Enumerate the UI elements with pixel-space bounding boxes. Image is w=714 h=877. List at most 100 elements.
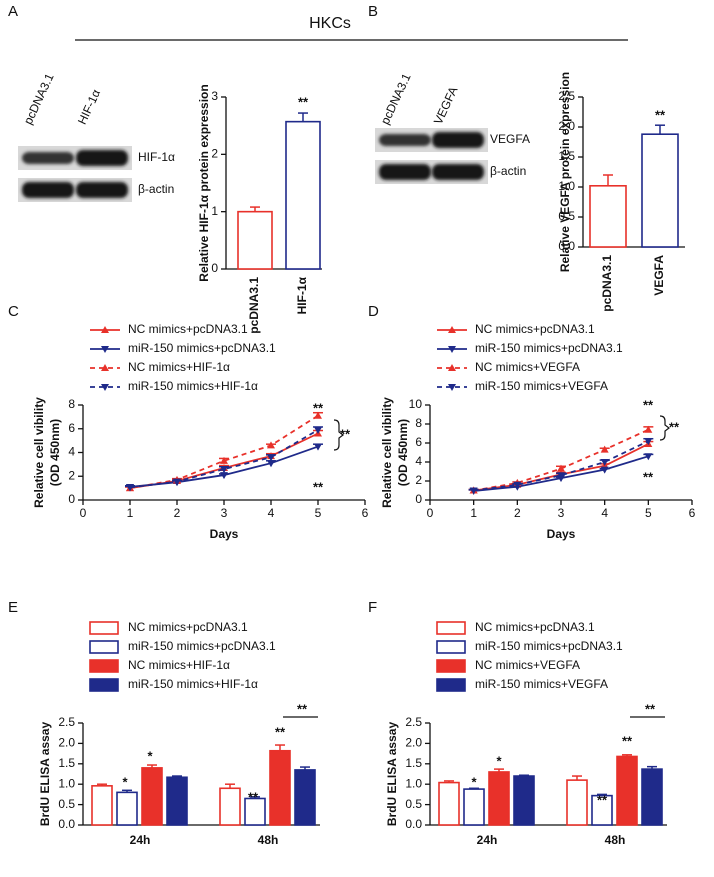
y-tick-label: 8 [68, 397, 75, 411]
marker [220, 456, 228, 464]
bracket [659, 415, 670, 441]
y-axis-label: Relative cell vibility [380, 397, 394, 508]
y-tick-label: 2 [211, 147, 218, 161]
x-tick-label: 6 [689, 506, 696, 520]
x-axis-label: Days [210, 527, 239, 541]
lane-label: VEGFA [431, 84, 461, 126]
blot-row-label: β-actin [490, 164, 526, 178]
y-tick-label: 2.5 [405, 715, 422, 729]
bar [566, 779, 588, 826]
legend-label: NC mimics+VEGFA [475, 360, 580, 374]
legend-marker [448, 346, 456, 353]
legend-swatch [89, 659, 119, 673]
significance-annotation: ** [297, 701, 308, 716]
bar [294, 769, 316, 826]
marker [314, 443, 322, 451]
significance-annotation: ** [313, 400, 324, 415]
x-tick-label: HIF-1α [295, 276, 309, 314]
y-tick-label: 10 [409, 397, 423, 411]
x-tick-label: 0 [427, 506, 434, 520]
significance-annotation: ** [669, 419, 680, 434]
blot-band [76, 150, 128, 166]
legend-marker [448, 384, 456, 391]
marker [469, 487, 478, 495]
panel-letter: C [8, 303, 19, 320]
marker [513, 481, 522, 489]
legend-marker [101, 326, 109, 333]
significance-annotation: ** [275, 724, 286, 739]
blot-band [432, 132, 484, 148]
legend-marker [448, 326, 456, 333]
bar [166, 776, 188, 826]
legend-label: NC mimics+pcDNA3.1 [475, 620, 595, 634]
marker [220, 472, 228, 480]
legend-label: miR-150 mimics+VEGFA [475, 677, 608, 691]
bar [219, 787, 241, 826]
bar [244, 797, 266, 826]
x-tick-label: 2 [514, 506, 521, 520]
y-tick-label: 0.0 [558, 239, 575, 253]
blot-band [22, 152, 74, 164]
bar [91, 785, 113, 826]
y-axis-label: Relative HIF-1α protein expression [197, 84, 211, 281]
bar [488, 771, 510, 826]
y-tick-label: 4 [68, 445, 75, 459]
legend-swatch [436, 621, 466, 635]
x-axis-label: Days [547, 527, 576, 541]
significance-annotation: * [496, 753, 502, 768]
y-tick-label: 0.5 [558, 209, 575, 223]
series-line [473, 440, 649, 492]
y-tick-label: 2.0 [58, 736, 75, 750]
legend-marker [101, 384, 109, 391]
blot-band [22, 182, 74, 198]
x-tick-label: pcDNA3.1 [247, 277, 261, 334]
marker [557, 464, 565, 472]
y-tick-label: 8 [415, 416, 422, 430]
legend-swatch [436, 640, 466, 654]
y-tick-label: 0.5 [58, 797, 75, 811]
y-tick-label: 6 [68, 421, 75, 435]
x-tick-label: pcDNA3.1 [600, 255, 614, 312]
marker [600, 466, 609, 474]
bar [641, 133, 679, 248]
x-tick-label: 1 [127, 506, 134, 520]
series-line [129, 414, 319, 490]
panel-letter: D [368, 303, 379, 320]
marker [267, 460, 275, 468]
y-tick-label: 0.0 [405, 817, 422, 831]
bar [513, 775, 535, 826]
x-tick-label: 2 [174, 506, 181, 520]
bar [237, 210, 273, 270]
significance-annotation: * [147, 748, 153, 763]
significance-annotation: ** [340, 426, 351, 441]
legend-swatch [436, 678, 466, 692]
legend-label: NC mimics+pcDNA3.1 [475, 322, 595, 336]
legend-label: NC mimics+HIF-1α [128, 658, 230, 672]
marker [600, 445, 609, 453]
x-tick-label: 5 [645, 506, 652, 520]
legend-label: miR-150 mimics+pcDNA3.1 [128, 639, 276, 653]
bar [591, 794, 613, 826]
y-tick-label: 2.5 [58, 715, 75, 729]
significance-annotation: * [122, 774, 128, 789]
x-tick-label: 48h [605, 833, 626, 847]
marker [267, 441, 275, 449]
blot-band [379, 134, 431, 146]
blot-row-label: β-actin [138, 182, 174, 196]
legend-label: miR-150 mimics+HIF-1α [128, 379, 258, 393]
y-axis-label: (OD 450nm) [396, 419, 410, 486]
marker [314, 411, 322, 419]
bar [116, 791, 138, 826]
y-tick-label: 0 [211, 261, 218, 275]
y-tick-label: 6 [415, 435, 422, 449]
legend-label: miR-150 mimics+VEGFA [475, 379, 608, 393]
panel-letter: F [368, 599, 377, 616]
x-tick-label: 4 [601, 506, 608, 520]
y-tick-label: 1.0 [405, 776, 422, 790]
y-tick-label: 1.5 [405, 756, 422, 770]
legend-label: NC mimics+pcDNA3.1 [128, 322, 248, 336]
y-axis-label: Relative VEGFA protein expression [558, 72, 572, 272]
x-tick-label: 3 [221, 506, 228, 520]
y-tick-label: 4 [415, 454, 422, 468]
